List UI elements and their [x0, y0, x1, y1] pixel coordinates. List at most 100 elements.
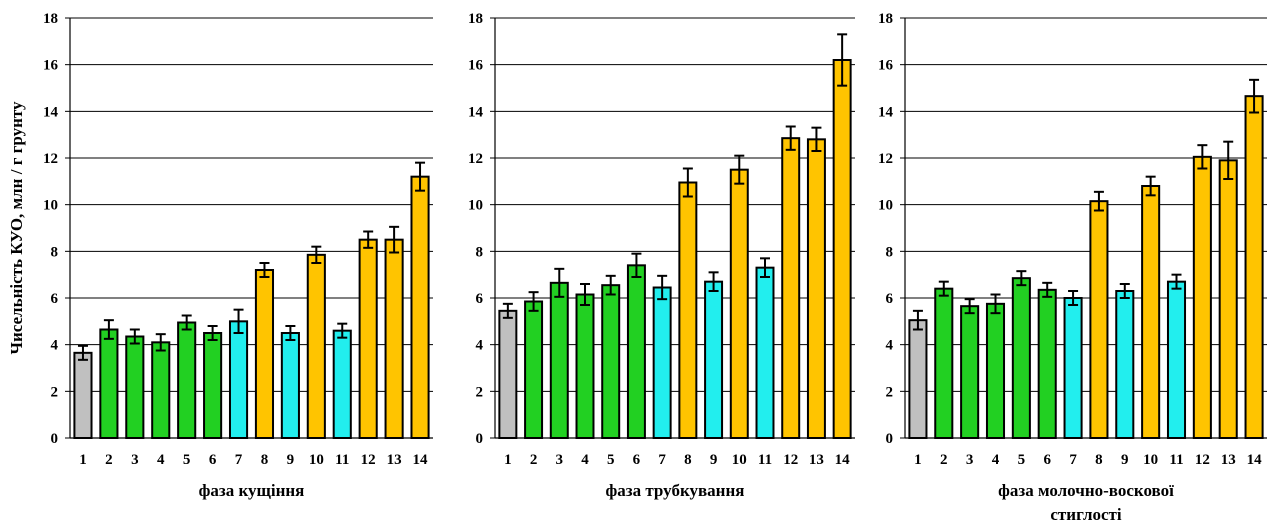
x-tick-label: 10: [732, 452, 747, 468]
bar: [410, 175, 430, 440]
x-axis-title: стиглості: [1050, 505, 1121, 524]
x-tick-label: 6: [209, 452, 217, 468]
x-tick-label: 2: [105, 452, 113, 468]
bar: [1166, 280, 1187, 439]
y-tick-label: 4: [476, 338, 484, 354]
x-tick-label: 10: [1143, 452, 1158, 468]
bar: [1063, 297, 1083, 439]
x-tick-label: 5: [607, 452, 615, 468]
bar: [626, 264, 646, 440]
x-tick-label: 9: [287, 452, 295, 468]
y-tick-label: 10: [43, 198, 58, 214]
y-tick-label: 12: [43, 151, 58, 167]
x-tick-label: 8: [1095, 452, 1103, 468]
y-tick-label: 0: [886, 431, 894, 447]
x-tick-label: 7: [1069, 452, 1077, 468]
bar: [280, 332, 300, 439]
x-axis-title: фаза трубкування: [606, 481, 745, 500]
x-tick-label: 1: [504, 452, 512, 468]
x-axis-title: фаза кущіння: [199, 481, 305, 500]
x-tick-label: 6: [1043, 452, 1051, 468]
bar: [575, 293, 595, 439]
x-tick-label: 1: [914, 452, 922, 468]
x-tick-label: 2: [530, 452, 538, 468]
y-tick-label: 8: [476, 244, 484, 260]
x-tick-label: 5: [1018, 452, 1026, 468]
x-tick-label: 8: [261, 452, 269, 468]
bar: [806, 138, 826, 439]
y-tick-label: 18: [468, 11, 483, 27]
bar: [151, 341, 171, 440]
bar: [960, 305, 980, 439]
y-tick-label: 14: [468, 104, 484, 120]
bar: [1089, 200, 1109, 439]
x-tick-label: 14: [835, 452, 851, 468]
bar: [228, 320, 249, 440]
y-axis-title: Чисельність КУО, млн / г грунту: [7, 101, 26, 355]
bar: [524, 300, 544, 439]
bar: [99, 328, 119, 439]
x-tick-label: 13: [809, 452, 824, 468]
y-tick-label: 4: [51, 338, 59, 354]
x-tick-label: 5: [183, 452, 191, 468]
y-tick-label: 14: [43, 104, 59, 120]
bar: [1115, 290, 1135, 439]
bar: [678, 181, 698, 439]
bar: [985, 302, 1006, 440]
bar: [1244, 95, 1264, 440]
y-tick-label: 2: [476, 384, 484, 400]
x-tick-label: 12: [783, 452, 798, 468]
x-tick-label: 4: [157, 452, 165, 468]
bar: [832, 59, 852, 439]
y-tick-label: 14: [878, 104, 894, 120]
bar: [1011, 277, 1031, 439]
x-tick-label: 9: [1121, 452, 1129, 468]
y-tick-label: 16: [878, 58, 894, 74]
bar: [755, 266, 775, 439]
x-tick-label: 9: [710, 452, 718, 468]
x-tick-label: 7: [235, 452, 243, 468]
x-tick-label: 3: [556, 452, 564, 468]
x-tick-label: 14: [413, 452, 429, 468]
x-tick-label: 14: [1247, 452, 1263, 468]
y-tick-label: 18: [43, 11, 58, 27]
y-tick-label: 10: [468, 198, 483, 214]
y-tick-label: 6: [476, 291, 484, 307]
bar: [384, 238, 404, 439]
x-tick-label: 4: [992, 452, 1000, 468]
bar: [1192, 155, 1212, 439]
bar: [498, 309, 518, 440]
bar: [73, 351, 93, 440]
x-tick-label: 10: [309, 452, 324, 468]
bar: [1218, 159, 1238, 439]
bar: [203, 332, 223, 439]
bar: [1141, 185, 1161, 439]
y-tick-label: 6: [51, 291, 59, 307]
bar: [125, 335, 145, 439]
x-tick-label: 7: [658, 452, 666, 468]
y-tick-label: 8: [51, 244, 59, 260]
x-tick-label: 12: [361, 452, 376, 468]
y-tick-label: 16: [468, 58, 484, 74]
bar: [254, 269, 275, 439]
x-tick-label: 6: [633, 452, 641, 468]
y-tick-label: 16: [43, 58, 59, 74]
bar: [652, 286, 672, 439]
x-tick-label: 4: [581, 452, 589, 468]
y-tick-label: 4: [886, 338, 894, 354]
bar: [908, 319, 928, 439]
x-axis-title: фаза молочно-воскової: [998, 481, 1174, 500]
y-tick-label: 0: [476, 431, 484, 447]
x-tick-label: 11: [1169, 452, 1183, 468]
x-tick-label: 12: [1195, 452, 1210, 468]
y-tick-label: 12: [878, 151, 893, 167]
x-tick-label: 3: [131, 452, 139, 468]
bar: [781, 137, 801, 440]
bar: [177, 321, 197, 439]
x-tick-label: 13: [1221, 452, 1236, 468]
